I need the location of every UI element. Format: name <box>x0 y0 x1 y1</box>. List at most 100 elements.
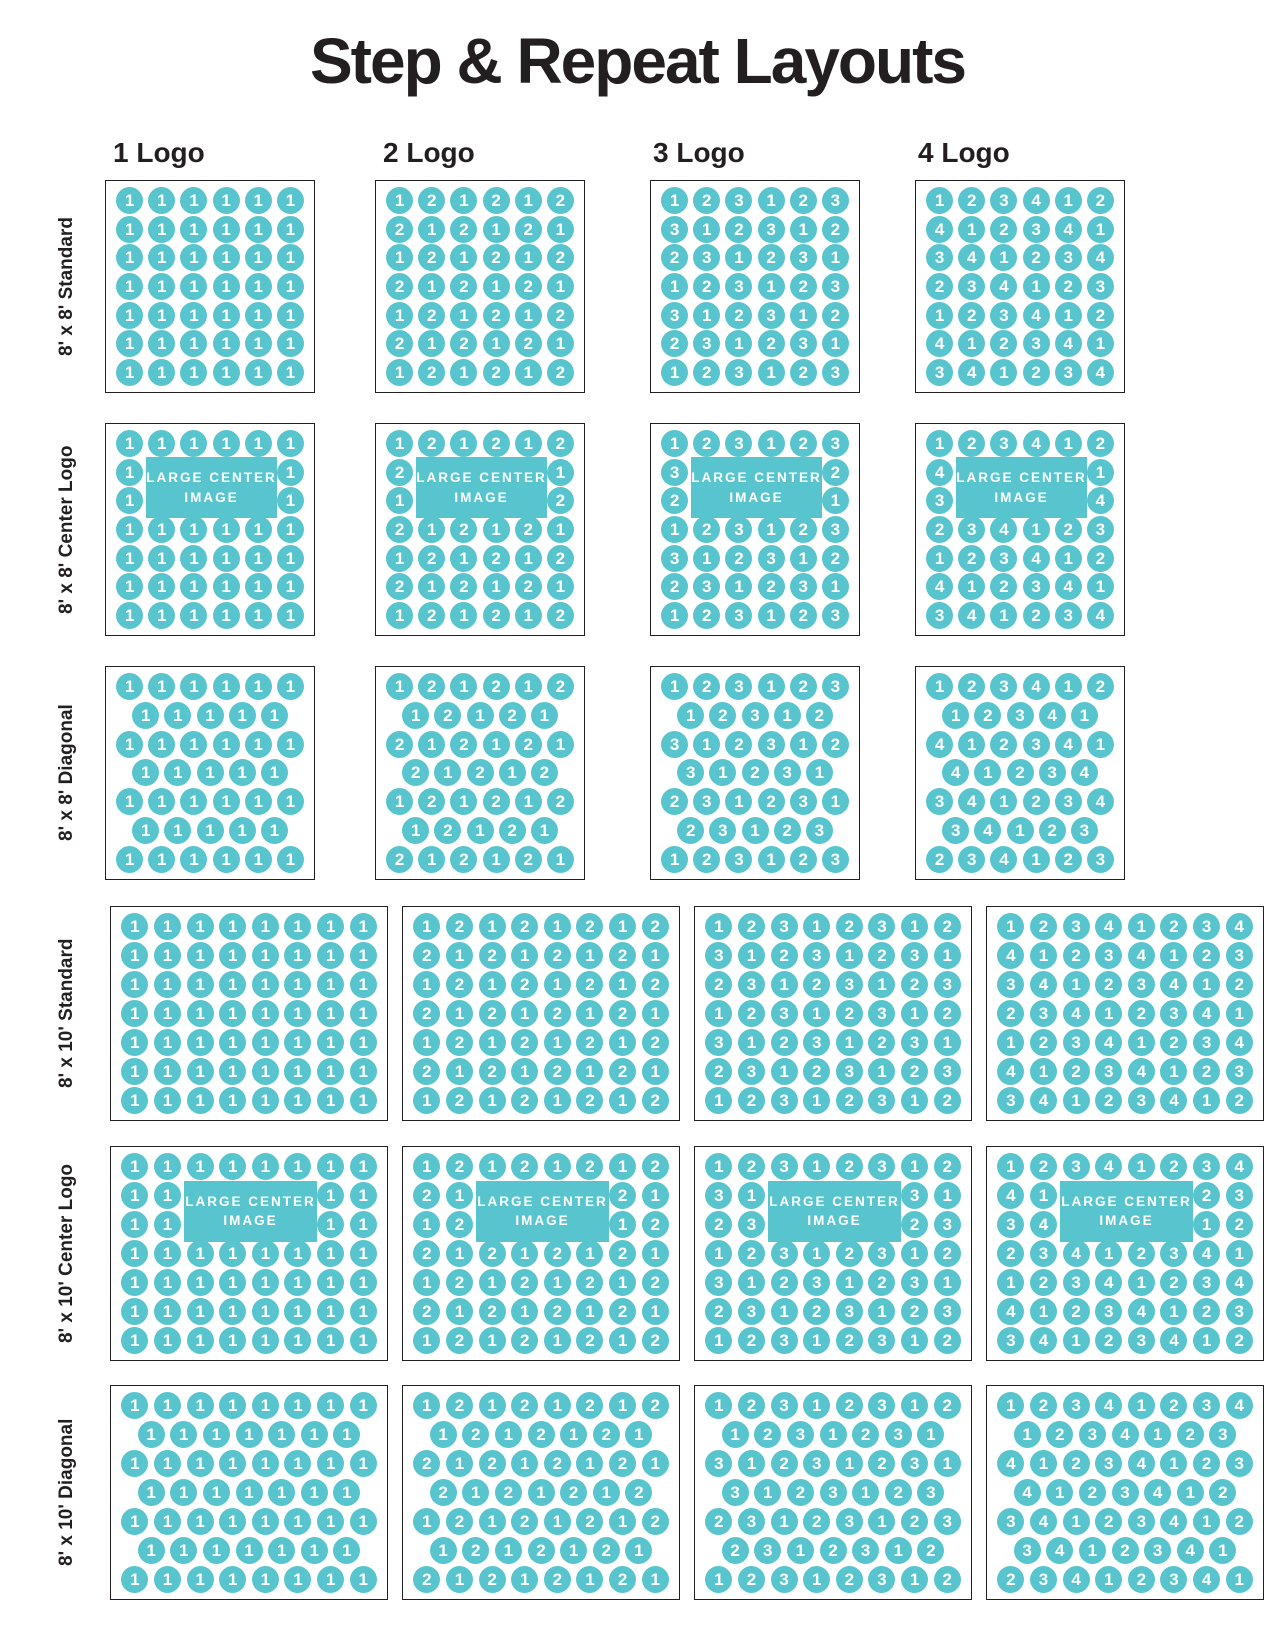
logo-dot: 1 <box>974 759 1002 787</box>
dot-cell: 1 <box>707 759 739 787</box>
dot-cell: 1 <box>703 1087 736 1114</box>
logo-dot: 1 <box>317 913 345 940</box>
logo-dot: 1 <box>212 601 240 629</box>
logo-dot: 1 <box>609 1153 637 1180</box>
logo-dot: 1 <box>268 1421 296 1448</box>
logo-dot: 1 <box>180 673 208 700</box>
logo-dot: 2 <box>543 1450 571 1477</box>
dot-cell: 2 <box>898 971 931 998</box>
logo-dot: 2 <box>789 272 817 300</box>
dot-cell: 1 <box>347 1392 380 1419</box>
dot-cell: 2 <box>691 430 723 457</box>
logo-dot: 2 <box>434 817 462 845</box>
dot-cell: 3 <box>723 430 755 457</box>
dot-cell: 1 <box>347 1508 380 1535</box>
dot-cell: 3 <box>1207 1421 1240 1448</box>
logo-dot: 1 <box>284 1029 312 1056</box>
logo-dot: 2 <box>737 913 765 940</box>
dot-cell: 2 <box>819 730 851 758</box>
logo-dot: 1 <box>202 1537 230 1564</box>
dot-cell: 1 <box>988 244 1020 272</box>
dot-cell: 1 <box>623 1537 656 1564</box>
logo-dot: 1 <box>478 1327 506 1354</box>
dot-cell: 2 <box>1084 673 1116 700</box>
dot-cell: 2 <box>956 187 988 214</box>
logo-dot: 2 <box>641 971 669 998</box>
dot-cell: 1 <box>898 1000 931 1027</box>
logo-dot: 1 <box>300 1479 328 1506</box>
dot-cell: 3 <box>768 1000 801 1027</box>
dot-cell: 2 <box>1190 942 1223 969</box>
logo-dot: 1 <box>317 1566 345 1593</box>
logo-dot: 1 <box>884 1537 912 1564</box>
logo-dot: 1 <box>625 1537 653 1564</box>
dot-cell: 2 <box>384 573 416 601</box>
logo-dot: 1 <box>148 601 176 629</box>
dot-cell: 3 <box>988 544 1020 572</box>
dot-cell: 2 <box>476 1058 509 1085</box>
logo-dot: 1 <box>705 1087 733 1114</box>
logo-dot: 1 <box>789 215 817 243</box>
logo-dot: 1 <box>153 1298 181 1325</box>
dot-cell: 2 <box>574 1087 607 1114</box>
dot-cell: 1 <box>146 430 178 457</box>
logo-dot: 1 <box>251 1058 279 1085</box>
dot-cell: 2 <box>956 301 988 329</box>
dot-cell: 1 <box>723 573 755 601</box>
dot-cell: 1 <box>866 1508 899 1535</box>
logo-dot: 2 <box>514 573 542 601</box>
dot-cell: 2 <box>866 1450 899 1477</box>
dot-cell: 1 <box>258 759 290 787</box>
logo-dot: 1 <box>153 1566 181 1593</box>
dot-cell: 1 <box>508 942 541 969</box>
dot-cell: 1 <box>606 1029 639 1056</box>
dot-cell: 2 <box>735 1240 768 1267</box>
dot-cell: 3 <box>882 1421 915 1448</box>
logo-dot: 2 <box>482 244 510 272</box>
logo-dot: 1 <box>349 971 377 998</box>
logo-dot: 1 <box>494 1421 522 1448</box>
logo-dot: 3 <box>958 845 986 873</box>
dot-cell: 1 <box>956 330 988 358</box>
logo-dot: 2 <box>450 272 478 300</box>
logo-dot: 1 <box>349 913 377 940</box>
dot-cell: 1 <box>411 1087 444 1114</box>
dot-cell: 2 <box>480 601 512 629</box>
dot-cell: 1 <box>508 1240 541 1267</box>
logo-dot: 1 <box>530 701 558 729</box>
logo-dot: 1 <box>478 1029 506 1056</box>
dot-cell: 3 <box>924 487 956 515</box>
dot-cell: 1 <box>347 1240 380 1267</box>
dot-cell: 3 <box>1052 358 1084 386</box>
logo-dot: 1 <box>868 1298 896 1325</box>
logo-dot: 1 <box>121 1000 149 1027</box>
logo-dot: 1 <box>244 788 272 816</box>
dot-cell: 1 <box>314 913 347 940</box>
logo-dot: 2 <box>1193 1450 1221 1477</box>
dot-cell: 1 <box>476 1508 509 1535</box>
logo-dot: 3 <box>1127 1087 1155 1114</box>
logo-dot: 2 <box>609 1000 637 1027</box>
dot-cell: 2 <box>384 330 416 358</box>
dot-cell: 3 <box>1020 573 1052 601</box>
dot-cell: 1 <box>606 1211 639 1238</box>
dot-cell: 1 <box>606 971 639 998</box>
logo-dot: 2 <box>482 301 510 329</box>
dot-cell: 2 <box>739 759 771 787</box>
logo-dot: 1 <box>386 487 414 515</box>
logo-dot: 4 <box>1127 1058 1155 1085</box>
logo-dot: 2 <box>725 301 753 329</box>
logo-dot: 4 <box>1095 913 1123 940</box>
dot-cell: 4 <box>1092 1029 1125 1056</box>
